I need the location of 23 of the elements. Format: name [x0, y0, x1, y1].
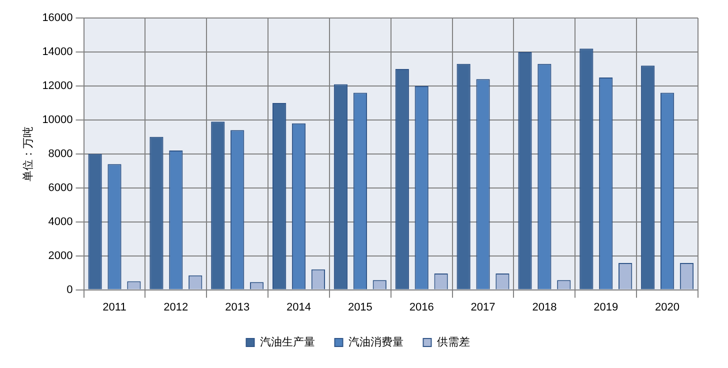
x-tick-label: 2019	[594, 301, 618, 314]
y-tick-label: 10000	[42, 114, 73, 126]
x-tick-label: 2020	[655, 301, 680, 314]
x-tick-label: 2012	[164, 301, 188, 314]
y-tick-label: 16000	[42, 12, 73, 24]
y-tick-label: 2000	[48, 250, 73, 262]
y-tick-label: 8000	[48, 148, 73, 160]
y-tick-label: 12000	[42, 80, 73, 92]
x-tick-label: 2017	[470, 301, 496, 314]
legend-label: 供需差	[436, 336, 470, 349]
y-tick-label: 0	[66, 284, 73, 296]
x-tick-label: 2011	[102, 301, 126, 314]
x-tick-label: 2016	[409, 301, 434, 314]
x-tick-label: 2018	[532, 301, 557, 314]
y-tick-label: 14000	[42, 46, 73, 58]
y-tick-label: 6000	[48, 182, 73, 194]
x-tick-label: 2015	[348, 301, 372, 314]
legend-label: 汽油生产量	[260, 336, 315, 349]
y-axis-title: 单位：万吨	[22, 126, 35, 182]
x-tick-label: 2014	[286, 301, 312, 314]
y-tick-label: 4000	[48, 216, 73, 228]
x-tick-label: 2013	[225, 301, 250, 314]
legend-label: 汽油消费量	[348, 336, 404, 349]
